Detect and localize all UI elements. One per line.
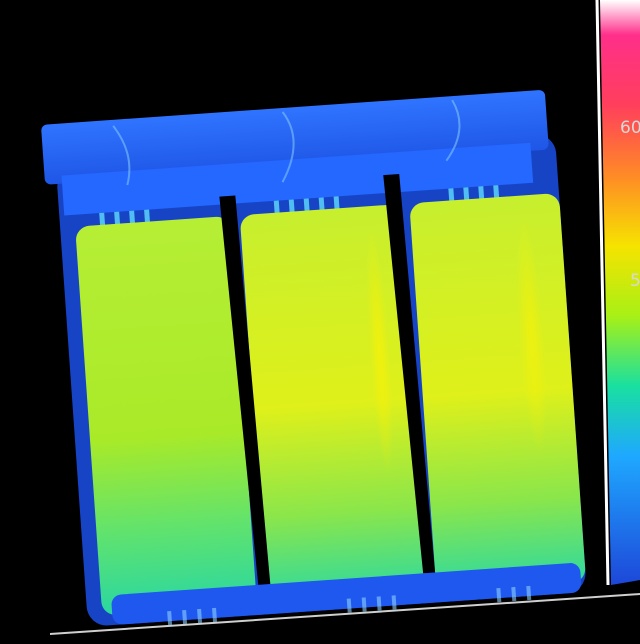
base bbox=[111, 563, 582, 625]
coil-right bbox=[410, 193, 586, 592]
coil-left bbox=[76, 216, 256, 615]
frame-line bbox=[49, 593, 640, 635]
colorbar-tick-label: 5 bbox=[630, 271, 640, 291]
colorbar-tick-label: 60 bbox=[620, 118, 640, 138]
transformer-device bbox=[41, 90, 586, 626]
top-bar bbox=[41, 90, 549, 185]
colorbar bbox=[595, 0, 640, 586]
gap-left bbox=[219, 195, 272, 595]
gap-right bbox=[383, 174, 436, 574]
